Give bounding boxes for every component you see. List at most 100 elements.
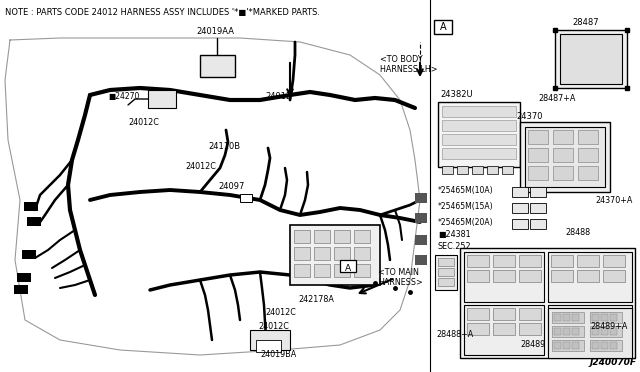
Bar bbox=[578, 130, 598, 144]
Bar bbox=[148, 90, 176, 108]
Text: 242178A: 242178A bbox=[298, 295, 334, 304]
Bar bbox=[601, 342, 608, 349]
Bar bbox=[554, 342, 561, 349]
Bar bbox=[415, 255, 427, 265]
Bar bbox=[512, 187, 528, 197]
Bar bbox=[572, 328, 579, 335]
Bar bbox=[14, 285, 28, 294]
Bar bbox=[24, 202, 38, 211]
Bar bbox=[553, 130, 573, 144]
Bar bbox=[17, 273, 31, 282]
Bar bbox=[334, 264, 350, 277]
Text: *25465M(10A): *25465M(10A) bbox=[438, 186, 493, 195]
Bar bbox=[256, 340, 281, 352]
Bar bbox=[528, 166, 548, 180]
Text: J240070F: J240070F bbox=[590, 358, 637, 367]
Bar bbox=[590, 312, 622, 323]
Bar bbox=[22, 250, 36, 259]
Bar bbox=[467, 270, 489, 282]
Bar bbox=[438, 102, 520, 167]
Bar bbox=[552, 312, 584, 323]
Text: 28488: 28488 bbox=[565, 228, 590, 237]
Bar bbox=[442, 148, 516, 159]
Bar bbox=[334, 247, 350, 260]
Bar bbox=[438, 268, 454, 276]
Bar bbox=[590, 326, 622, 337]
Bar bbox=[572, 342, 579, 349]
Bar bbox=[434, 20, 452, 34]
Bar bbox=[530, 219, 546, 229]
Text: A: A bbox=[440, 22, 446, 32]
Bar bbox=[354, 264, 370, 277]
Bar bbox=[464, 252, 544, 302]
Bar bbox=[415, 213, 427, 223]
Bar bbox=[438, 278, 454, 286]
Bar bbox=[493, 270, 515, 282]
Bar bbox=[464, 305, 544, 355]
Text: 24110B: 24110B bbox=[208, 142, 240, 151]
Bar bbox=[592, 342, 599, 349]
Text: ■24270: ■24270 bbox=[108, 92, 140, 101]
Text: *25465M(15A): *25465M(15A) bbox=[438, 202, 493, 211]
Bar bbox=[610, 328, 617, 335]
Bar bbox=[520, 122, 610, 192]
Bar bbox=[553, 148, 573, 162]
Bar bbox=[467, 255, 489, 267]
Bar bbox=[530, 203, 546, 213]
Bar bbox=[601, 314, 608, 321]
Text: <TO MAIN
HARNESS>: <TO MAIN HARNESS> bbox=[378, 268, 423, 288]
Bar bbox=[578, 166, 598, 180]
Text: 24012C: 24012C bbox=[265, 308, 296, 317]
Text: 24019AA: 24019AA bbox=[196, 27, 234, 36]
Text: *25465M(20A): *25465M(20A) bbox=[438, 218, 493, 227]
Bar bbox=[334, 230, 350, 243]
Bar bbox=[27, 217, 41, 226]
Text: 24370+A: 24370+A bbox=[595, 196, 632, 205]
Bar bbox=[467, 323, 489, 335]
Bar bbox=[493, 308, 515, 320]
Bar bbox=[528, 148, 548, 162]
Bar bbox=[553, 166, 573, 180]
Bar bbox=[467, 308, 489, 320]
Bar bbox=[560, 34, 622, 84]
Bar bbox=[563, 328, 570, 335]
Bar bbox=[314, 264, 330, 277]
Bar bbox=[610, 342, 617, 349]
Text: 24097: 24097 bbox=[218, 182, 244, 191]
Bar bbox=[290, 225, 380, 285]
Bar bbox=[555, 30, 627, 88]
Text: 24012: 24012 bbox=[265, 92, 291, 101]
Bar bbox=[563, 314, 570, 321]
Bar bbox=[354, 230, 370, 243]
Bar bbox=[502, 166, 513, 174]
Bar bbox=[528, 130, 548, 144]
Bar bbox=[472, 166, 483, 174]
Bar bbox=[250, 330, 290, 350]
Bar bbox=[314, 230, 330, 243]
Text: 24019BA: 24019BA bbox=[260, 350, 296, 359]
Bar bbox=[554, 314, 561, 321]
Text: 28489+A: 28489+A bbox=[590, 322, 627, 331]
Bar bbox=[548, 308, 632, 358]
Bar bbox=[548, 305, 632, 355]
Bar bbox=[487, 166, 498, 174]
Bar bbox=[603, 270, 625, 282]
Bar bbox=[552, 340, 584, 351]
Bar bbox=[519, 255, 541, 267]
Bar bbox=[519, 270, 541, 282]
Bar bbox=[442, 106, 516, 117]
Bar bbox=[548, 252, 632, 302]
Bar bbox=[294, 264, 310, 277]
Text: 24370: 24370 bbox=[516, 112, 543, 121]
Bar bbox=[294, 230, 310, 243]
Bar bbox=[438, 258, 454, 266]
Bar bbox=[442, 120, 516, 131]
Text: 28487+A: 28487+A bbox=[538, 94, 575, 103]
Text: 24012C: 24012C bbox=[185, 162, 216, 171]
Text: 28487: 28487 bbox=[572, 18, 598, 27]
Bar bbox=[512, 203, 528, 213]
Text: <TO BODY
HARNESS LH>: <TO BODY HARNESS LH> bbox=[380, 55, 438, 74]
Bar bbox=[551, 270, 573, 282]
Bar bbox=[519, 323, 541, 335]
Bar bbox=[577, 270, 599, 282]
